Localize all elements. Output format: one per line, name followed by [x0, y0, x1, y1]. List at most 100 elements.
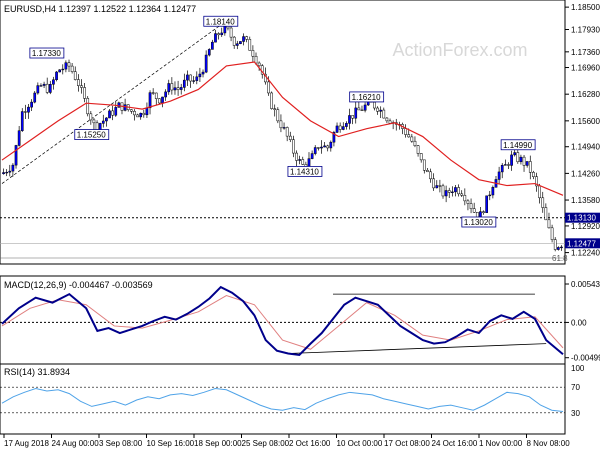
candle-body [525, 161, 529, 166]
candle [497, 166, 501, 185]
candle-body [500, 164, 504, 173]
candle-body [207, 49, 211, 56]
candle [48, 80, 52, 95]
candle-body [133, 111, 136, 116]
candle [544, 203, 548, 221]
candle [500, 163, 504, 179]
candle-body [130, 109, 133, 112]
last-price-tag-text: 1.12477 [567, 239, 596, 248]
candle-body [105, 117, 108, 122]
candle [195, 71, 199, 85]
candle [310, 150, 314, 160]
candle-body [123, 104, 127, 111]
candle [507, 162, 510, 169]
fib-label: 61.8 [552, 254, 568, 263]
candle-body [422, 159, 426, 171]
candle [345, 121, 348, 130]
candle [385, 117, 389, 124]
candle [279, 114, 283, 133]
price-tick-label: 1.17930 [571, 25, 600, 34]
candle-body [11, 164, 15, 172]
candle [58, 69, 61, 73]
candle-body [145, 107, 149, 116]
candle-body [73, 71, 77, 80]
candle [42, 81, 46, 89]
candle-body [497, 171, 501, 180]
candle-body [485, 195, 488, 213]
candle [120, 102, 124, 115]
candle-body [332, 132, 336, 143]
candle-body [20, 111, 24, 131]
x-tick-label: 8 Nov 08:00 [527, 439, 571, 448]
candle [416, 144, 420, 157]
candle-body [214, 33, 217, 43]
candle-body [313, 147, 317, 154]
candle [145, 102, 149, 118]
swing-price-label: 1.14990 [500, 139, 536, 151]
candle [401, 122, 404, 135]
candle [170, 77, 174, 95]
candle [454, 185, 457, 197]
candle-body [192, 80, 196, 82]
candle-body [148, 92, 152, 109]
candle-body [444, 190, 448, 197]
candle-body [45, 83, 49, 93]
swing-label-text: 1.16210 [352, 93, 381, 102]
candle-body [307, 158, 311, 168]
candle-body [136, 114, 139, 118]
candle-body [522, 156, 526, 166]
candle [444, 185, 448, 203]
candle-body [320, 146, 323, 149]
candle [510, 150, 513, 171]
candle [482, 210, 485, 215]
candle-body [382, 109, 386, 119]
candle [257, 61, 261, 71]
candle-body [345, 123, 348, 127]
candle [176, 80, 180, 96]
candle [45, 77, 49, 95]
candle [363, 102, 367, 113]
candle [532, 170, 535, 180]
candle-body [164, 91, 167, 98]
candle-body [472, 208, 476, 213]
candle-body [80, 85, 83, 88]
candle [126, 104, 130, 112]
candle-body [416, 145, 420, 154]
candle-body [538, 185, 541, 199]
candle-body [441, 185, 445, 197]
candle-body [507, 164, 510, 166]
candle [164, 89, 167, 101]
candle [298, 155, 301, 165]
candle-body [404, 128, 407, 135]
candle-body [77, 79, 80, 86]
candle-body [173, 87, 177, 91]
candle-body [151, 92, 155, 94]
candle [80, 79, 83, 94]
candle [404, 124, 407, 138]
x-tick-label: 24 Oct 16:00 [432, 439, 478, 448]
candle [92, 118, 96, 130]
candle [288, 131, 292, 143]
level-price-tag-text: 1.13130 [567, 214, 596, 223]
candle-body [388, 120, 392, 124]
candle-body [376, 107, 379, 112]
swing-price-label: 1.15250 [74, 129, 110, 140]
candle [435, 180, 439, 189]
candle-body [323, 145, 326, 148]
candle [123, 98, 127, 112]
candle-body [232, 36, 236, 46]
candle-body [242, 36, 245, 42]
price-tick-label: 1.13580 [571, 196, 600, 205]
x-tick-label: 24 Aug 00:00 [52, 439, 100, 448]
candle [167, 79, 171, 95]
level-price-tag-bg [565, 212, 600, 223]
candle [354, 101, 358, 124]
candle-body [338, 125, 342, 130]
candle-body [429, 171, 432, 180]
candle-body [114, 107, 118, 116]
candle-body [98, 123, 102, 131]
candle [320, 140, 323, 154]
swing-label-box [29, 47, 65, 59]
candle [52, 76, 55, 90]
candle-body [154, 92, 158, 99]
